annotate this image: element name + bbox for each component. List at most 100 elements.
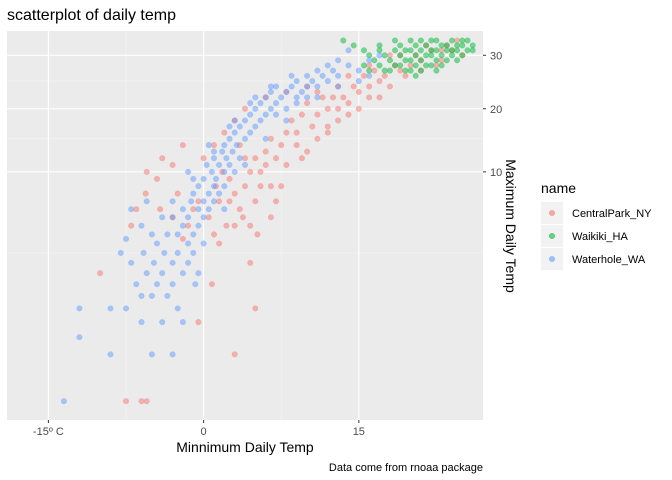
data-point bbox=[273, 111, 280, 118]
data-point bbox=[190, 249, 197, 256]
data-point bbox=[239, 214, 246, 221]
data-point bbox=[252, 305, 259, 312]
data-point bbox=[138, 398, 145, 405]
data-point bbox=[428, 47, 435, 54]
data-point bbox=[159, 270, 166, 277]
data-point bbox=[128, 222, 135, 229]
legend-marker bbox=[549, 256, 556, 263]
data-point bbox=[371, 57, 378, 64]
data-point bbox=[262, 94, 269, 101]
data-point bbox=[190, 190, 197, 197]
data-point bbox=[185, 222, 192, 229]
x-axis-title: Minnimum Daily Temp bbox=[176, 439, 314, 455]
data-point bbox=[223, 155, 230, 162]
data-point bbox=[267, 135, 274, 142]
data-point bbox=[221, 206, 228, 213]
data-point bbox=[169, 161, 176, 168]
data-point bbox=[449, 37, 456, 44]
data-point bbox=[309, 123, 316, 130]
data-point bbox=[164, 231, 171, 238]
data-point bbox=[128, 259, 135, 266]
plot-panel bbox=[7, 31, 483, 420]
data-point bbox=[428, 62, 435, 69]
data-point bbox=[205, 190, 212, 197]
data-point bbox=[433, 57, 440, 64]
data-point bbox=[210, 198, 217, 205]
data-point bbox=[288, 117, 295, 124]
data-point bbox=[247, 129, 254, 136]
data-point bbox=[252, 155, 259, 162]
data-point bbox=[140, 249, 147, 256]
data-point bbox=[142, 190, 149, 197]
legend-label: CentralPark_NY bbox=[572, 208, 652, 220]
data-point bbox=[153, 175, 160, 182]
data-point bbox=[417, 47, 424, 54]
data-point bbox=[257, 117, 264, 124]
data-point bbox=[412, 62, 419, 69]
data-point bbox=[195, 183, 202, 190]
data-point bbox=[273, 198, 280, 205]
data-point bbox=[252, 198, 259, 205]
data-point bbox=[164, 292, 171, 299]
data-point bbox=[293, 142, 300, 149]
data-point bbox=[231, 190, 238, 197]
data-point bbox=[397, 42, 404, 49]
data-point bbox=[381, 52, 388, 59]
data-point bbox=[179, 142, 186, 149]
data-point bbox=[288, 83, 295, 90]
data-point bbox=[169, 259, 176, 266]
data-point bbox=[241, 161, 248, 168]
data-point bbox=[417, 37, 424, 44]
data-point bbox=[345, 100, 352, 107]
data-point bbox=[449, 47, 456, 54]
data-point bbox=[304, 83, 311, 90]
data-point bbox=[241, 183, 248, 190]
data-point bbox=[143, 198, 150, 205]
data-point bbox=[314, 111, 321, 118]
data-point bbox=[195, 206, 202, 213]
data-point bbox=[449, 52, 456, 59]
data-point bbox=[221, 168, 228, 175]
data-point bbox=[283, 129, 290, 136]
x-tick-label: -15º C bbox=[33, 426, 64, 438]
data-point bbox=[221, 129, 228, 136]
data-point bbox=[185, 168, 192, 175]
data-point bbox=[293, 100, 300, 107]
data-point bbox=[216, 240, 223, 247]
data-point bbox=[428, 52, 435, 59]
data-point bbox=[464, 37, 471, 44]
legend-marker bbox=[549, 209, 556, 216]
data-point bbox=[262, 161, 269, 168]
data-point bbox=[236, 155, 243, 162]
data-point bbox=[340, 37, 347, 44]
data-point bbox=[226, 175, 233, 182]
data-point bbox=[386, 57, 393, 64]
data-point bbox=[133, 206, 140, 213]
data-point bbox=[438, 52, 445, 59]
data-point bbox=[205, 214, 212, 221]
data-point bbox=[361, 72, 368, 79]
data-point bbox=[417, 67, 424, 74]
data-point bbox=[159, 214, 166, 221]
data-point bbox=[314, 83, 321, 90]
y-tick-label: 20 bbox=[490, 104, 502, 116]
data-point bbox=[60, 398, 67, 405]
data-point bbox=[397, 52, 404, 59]
data-point bbox=[107, 351, 114, 358]
data-point bbox=[417, 57, 424, 64]
data-point bbox=[252, 123, 259, 130]
data-point bbox=[376, 62, 383, 69]
data-point bbox=[257, 100, 264, 107]
data-point bbox=[345, 47, 352, 54]
data-point bbox=[76, 334, 83, 341]
data-point bbox=[454, 42, 461, 49]
x-tick-label: 15 bbox=[353, 426, 365, 438]
data-point bbox=[267, 83, 274, 90]
data-point bbox=[304, 94, 311, 101]
data-point bbox=[236, 206, 243, 213]
data-point bbox=[464, 47, 471, 54]
data-point bbox=[200, 240, 207, 247]
data-points bbox=[60, 37, 476, 405]
data-point bbox=[314, 94, 321, 101]
data-point bbox=[150, 259, 157, 266]
